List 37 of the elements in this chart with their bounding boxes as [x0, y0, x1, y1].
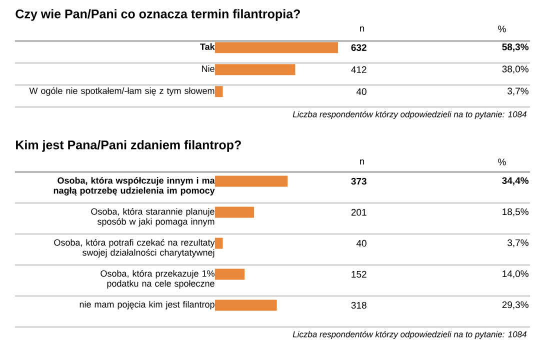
text: 201 — [351, 208, 366, 216]
text: % — [498, 158, 506, 166]
text: 373 — [351, 178, 366, 185]
y-tick-label: W ogóle nie spotkałem/-łam się z tym słowem — [29, 87, 214, 96]
bar — [215, 238, 223, 249]
text: 152 — [352, 270, 366, 278]
y-tick-label: Osoba, która potrafi czekać na rezultaty swojej działalności charytatywnej — [54, 238, 215, 258]
text: 412 — [351, 66, 366, 73]
data-label: 38,0% — [502, 66, 528, 74]
text: 40 — [356, 88, 366, 95]
chart-title: Czy wie Pan/Pani co oznacza termin filantropia? — [16, 9, 300, 21]
y-tick-label: Osoba, która współczuje innym i ma nagłą potrzebę udzielenia im pomocy — [54, 177, 215, 196]
data-label: 34,4% — [502, 177, 529, 186]
annotation: Liczba respondentów którzy odpowiedzieli na to pytanie: 1084 — [292, 110, 526, 120]
text: n — [360, 159, 364, 165]
text: % — [498, 26, 506, 32]
text: 632 — [351, 44, 366, 51]
text: Liczba respondentów którzy odpowiedzieli na to pytanie: 1084 — [292, 330, 526, 340]
data-label: 58,3% — [502, 44, 529, 52]
data-label: 3,7% — [508, 239, 528, 248]
y-tick-label: Tak — [200, 43, 215, 50]
data-label: 14,0% — [502, 270, 528, 278]
text: 40 — [356, 240, 366, 247]
text: 318 — [351, 302, 366, 309]
data-label: 3,7% — [508, 88, 528, 96]
y-tick-label: Osoba, która starannie planuje sposób w jaki pomaga innym — [91, 208, 214, 226]
y-tick-label: nie mam pojęcia kim jest filantrop — [80, 301, 214, 310]
text: n — [360, 26, 364, 32]
bar — [215, 176, 288, 187]
chart-title: Kim jest Pana/Pani zdaniem filantrop? — [16, 140, 241, 152]
data-label: 29,3% — [502, 301, 528, 310]
bar — [215, 268, 245, 280]
y-tick-label: Nie — [202, 65, 214, 72]
bar — [215, 300, 277, 311]
data-label: 18,5% — [502, 208, 528, 216]
y-tick-label: Osoba, która przekazuje 1% podatku na cele społeczne — [100, 270, 214, 288]
bar — [215, 206, 254, 218]
